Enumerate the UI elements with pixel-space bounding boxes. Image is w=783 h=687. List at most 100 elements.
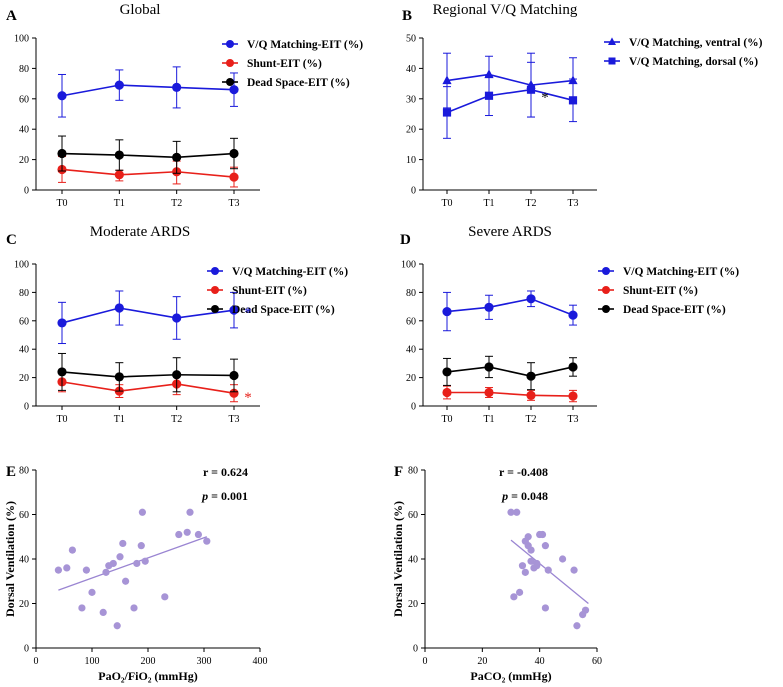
panel-C-y-tick-label: 40 [19, 345, 29, 356]
panel-C-y-tick-label: 0 [24, 402, 29, 413]
panel-F-y-tick-label: 20 [408, 599, 418, 610]
panel-D-x-tick-label: T0 [441, 414, 452, 425]
panel-A-series-2-point [57, 148, 67, 159]
panel-F-stat-r: r = -0.408 [499, 465, 548, 479]
panel-F-x-axis-label: PaCO₂ (mmHg) [470, 669, 551, 683]
panel-C-letter: C [6, 232, 17, 248]
panel-A-series-1-line [61, 168, 235, 178]
panel-E-scatter-point [161, 593, 169, 601]
panel-F-y-axis-label: Dorsal Ventilation (%) [391, 501, 405, 617]
panel-A-y-tick-label: 40 [19, 125, 29, 136]
panel-F-scatter-point [541, 604, 550, 612]
panel-B-series-1-point [526, 85, 536, 94]
panel-F-scatter-point [516, 588, 524, 596]
panel-E-regression-line [58, 536, 208, 591]
panel-F-x-tick-label: 0 [423, 656, 428, 667]
panel-E-scatter-point [116, 553, 124, 561]
panel-A-series-0-point [172, 82, 182, 92]
panel-E-y-tick-label: 60 [19, 510, 29, 521]
panel-E-x-tick-label: 0 [34, 656, 39, 667]
panel-B-y-tick-label: 30 [406, 94, 416, 105]
panel-B-series-0-legend-label: V/Q Matching, ventral (%) [629, 37, 763, 49]
panel-D-series-2-line [446, 366, 574, 377]
panel-C-y-tick-label: 80 [19, 288, 29, 299]
panel-E-y-tick-label: 80 [19, 466, 29, 477]
panel-F-x-tick-label: 60 [592, 656, 602, 667]
panel-A-series-1-point [114, 170, 124, 180]
panel-C-x-tick-label: T0 [56, 414, 67, 425]
panel-F-y-tick-label: 0 [413, 644, 418, 655]
panel-A-series-2-legend-label: Dead Space-EIT (%) [247, 77, 350, 89]
panel-A-x-tick-label: T1 [114, 198, 125, 209]
panel-A-y-tick-label: 60 [19, 94, 29, 105]
panel-A-x-tick-label: T0 [56, 198, 67, 209]
panel-E-x-axis-label: PaO₂/FiO₂ (mmHg) [98, 669, 198, 683]
panel-F-x-tick-label: 40 [535, 656, 545, 667]
panel-C-x-tick-label: T1 [114, 414, 125, 425]
panel-E-scatter-point [138, 508, 146, 516]
panel-D-letter: D [400, 232, 411, 248]
panel-D-series-2-point [442, 367, 452, 377]
panel-C-series-1-legend-marker [211, 286, 219, 294]
panel-C-y-tick-label: 100 [14, 260, 29, 271]
panel-F-stat-p: p = 0.048 [501, 489, 548, 503]
panel-F-y-tick-label: 40 [408, 555, 418, 566]
panel-A-y-tick-label: 80 [19, 64, 29, 75]
panel-D-series-2-point [568, 362, 578, 372]
panel-C-series-1-line [61, 381, 235, 395]
panel-E-scatter-point [78, 604, 86, 612]
panel-B-significance-mark: * [541, 90, 549, 106]
panel-D-series-1-point [484, 387, 494, 398]
panel-E-scatter-point [203, 537, 211, 545]
panel-B-series-0-point [442, 75, 452, 85]
panel-D-series-2-legend-marker [602, 305, 610, 313]
panel-B-series-1-point [484, 91, 494, 100]
panel-F-scatter-point [527, 546, 535, 554]
panel-E-stat-p-symbol: p [201, 489, 208, 503]
panel-A-series-2-point [172, 152, 182, 162]
panel-F-scatter-point [507, 508, 515, 516]
panel-D-series-0-legend-label: V/Q Matching-EIT (%) [623, 266, 739, 278]
panel-C-series-2-point [172, 370, 182, 380]
panel-D-series-0-point [484, 302, 494, 312]
panel-F-scatter-point [521, 568, 529, 576]
panel-A-letter: A [6, 8, 17, 24]
panel-D-series-1-line [447, 391, 574, 397]
panel-A-y-tick-label: 0 [24, 186, 29, 197]
panel-A-series-0-point [57, 91, 67, 101]
panel-D-y-tick-label: 100 [401, 260, 416, 271]
panel-B-x-tick-label: T2 [525, 198, 536, 209]
panel-E-x-tick-label: 100 [85, 656, 100, 667]
panel-D-series-0-point [526, 294, 536, 304]
panel-A-series-1-point [229, 172, 239, 182]
panel-F-scatter-point [544, 566, 552, 574]
panel-F-x-tick-label: 20 [477, 656, 487, 667]
panel-E-scatter-point [99, 608, 107, 617]
panel-F-scatter-point [527, 557, 535, 565]
panel-D-series-1-point [526, 390, 536, 400]
panel-E-scatter-point [102, 568, 110, 576]
panel-E-y-tick-label: 20 [19, 599, 29, 610]
panel-E-scatter-point [109, 559, 117, 568]
panel-B-letter: B [402, 8, 412, 24]
panel-C-series-2-line [61, 371, 235, 378]
panel-C-y-tick-label: 20 [19, 373, 29, 384]
panel-C-x-tick-label: T2 [171, 414, 182, 425]
panel-C-title: Moderate ARDS [90, 224, 190, 240]
panel-E-scatter-point [194, 530, 202, 539]
panel-B-y-tick-label: 10 [406, 155, 416, 166]
panel-D-x-tick-label: T2 [525, 414, 536, 425]
panel-E-stat-r: r = 0.624 [203, 465, 248, 479]
panel-B-series-1-point [442, 108, 452, 117]
panel-F-y-tick-label: 80 [408, 466, 418, 477]
panel-C-series-0-legend-label: V/Q Matching-EIT (%) [232, 266, 348, 278]
panel-D-series-2-point [484, 362, 494, 372]
panel-A-y-tick-label: 100 [14, 34, 29, 45]
panel-B-x-tick-label: T0 [441, 198, 452, 209]
panel-B-y-tick-label: 0 [411, 186, 416, 197]
panel-F-letter: F [394, 464, 403, 480]
panel-A-x-tick-label: T3 [228, 198, 239, 209]
panel-F-stat-p-value: = 0.048 [508, 489, 548, 503]
panel-A-series-0-line [61, 84, 235, 97]
